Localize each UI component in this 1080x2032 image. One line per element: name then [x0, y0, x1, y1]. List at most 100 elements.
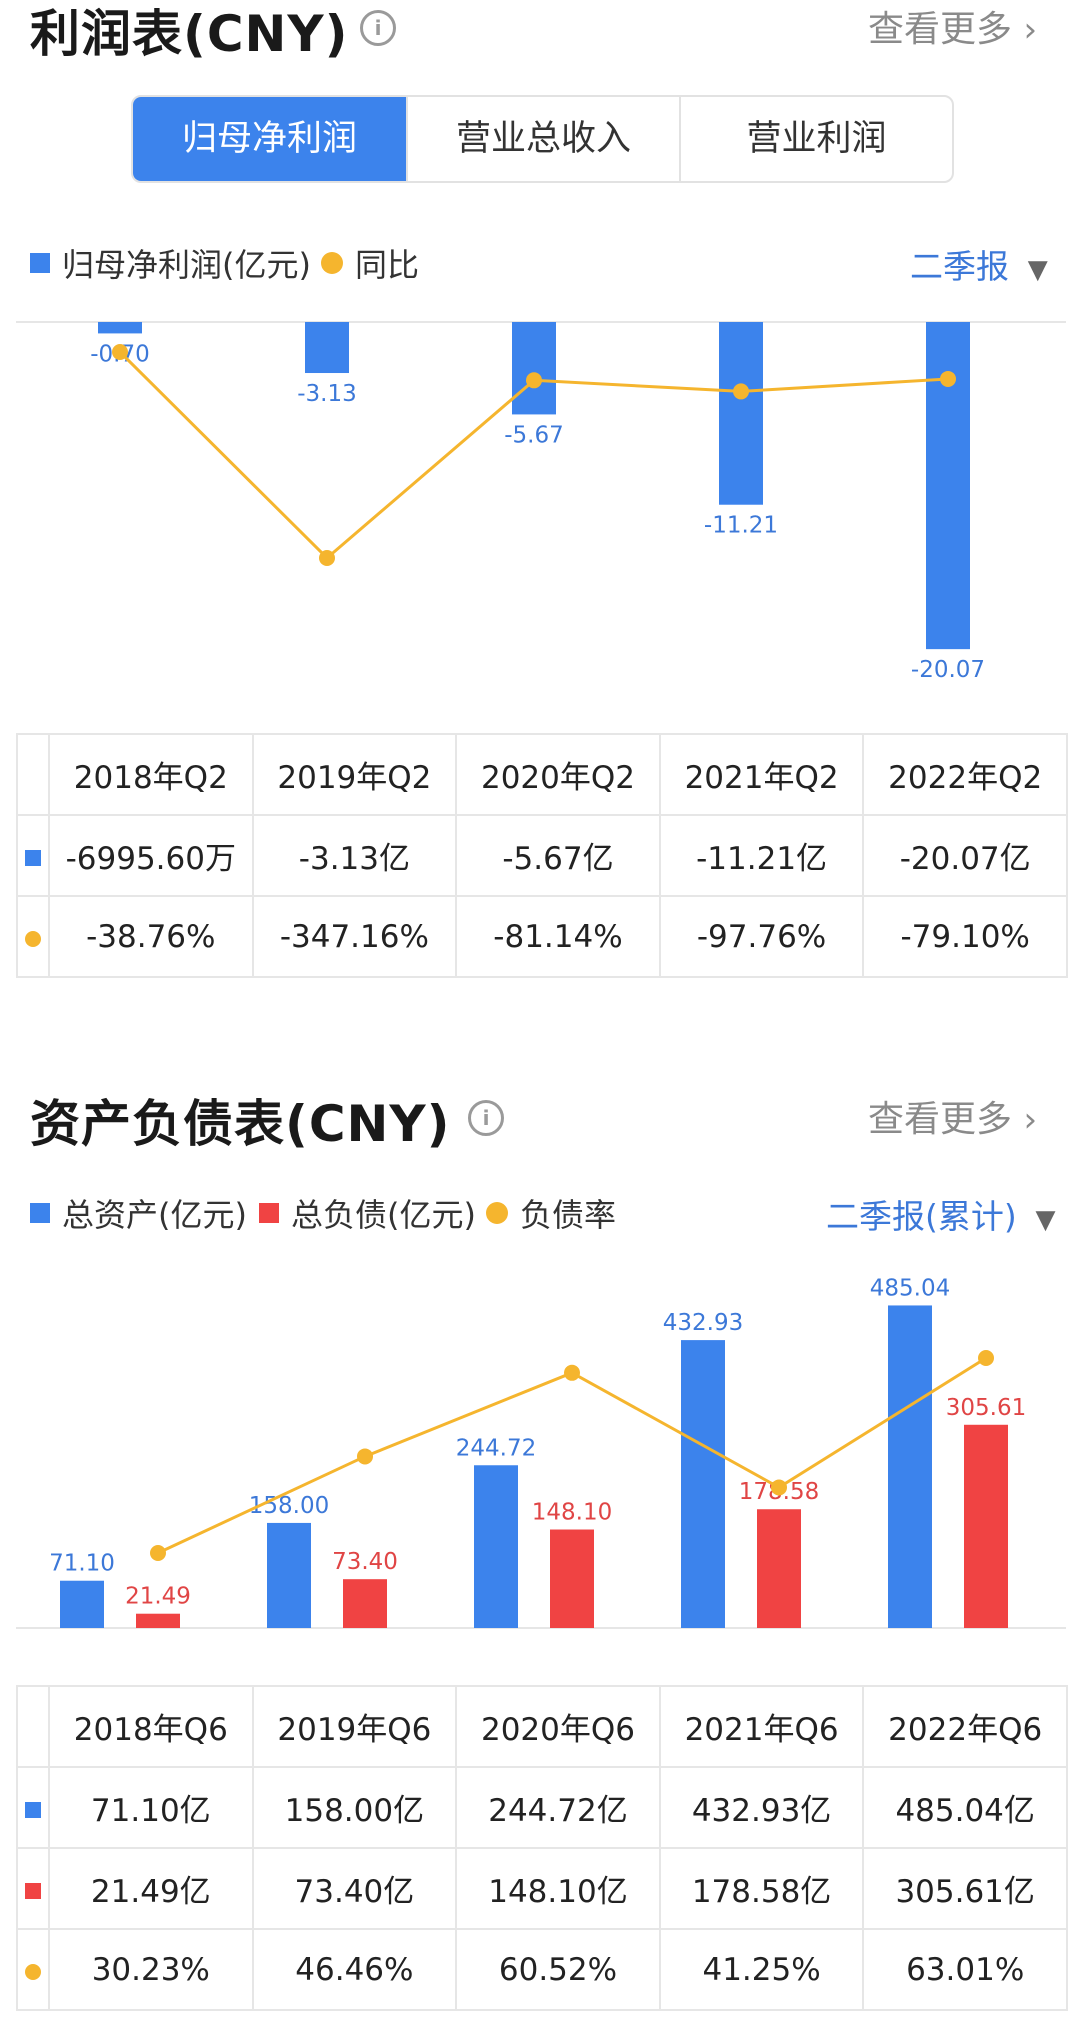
table-row: -38.76% -347.16% -81.14% -97.76% -79.10%: [16, 895, 1068, 978]
table-cell: -11.21亿: [658, 814, 865, 897]
legend-liabilities-swatch: [258, 1203, 279, 1223]
tab-net-profit[interactable]: 归母净利润: [133, 97, 406, 181]
bar-assets: [60, 1580, 104, 1628]
table-corner: [16, 733, 50, 816]
table-cell: 305.61亿: [862, 1847, 1068, 1930]
table-cell: -79.10%: [862, 895, 1068, 978]
table-header: 2020年Q2: [455, 733, 661, 816]
table-cell: 71.10亿: [48, 1766, 254, 1849]
income-period-select[interactable]: 二季报 ▼: [910, 240, 1048, 288]
more-label: 查看更多: [868, 1099, 1013, 1140]
table-row: 71.10亿 158.00亿 244.72亿 432.93亿 485.04亿: [16, 1766, 1068, 1849]
table-row: 21.49亿 73.40亿 148.10亿 178.58亿 305.61亿: [16, 1847, 1068, 1930]
info-icon[interactable]: i: [468, 1100, 504, 1136]
table-header: 2021年Q2: [658, 733, 865, 816]
line-point: [733, 383, 749, 400]
data-label: 73.40: [332, 1549, 398, 1575]
table-header-row: 2018年Q2 2019年Q2 2020年Q2 2021年Q2 2022年Q2: [16, 733, 1068, 816]
data-label: -11.21: [704, 513, 778, 539]
data-label: 244.72: [456, 1435, 536, 1461]
line-point: [319, 550, 335, 566]
data-label: 485.04: [870, 1275, 950, 1301]
legend-net-profit: 归母净利润(亿元): [62, 246, 311, 284]
legend-ratio: 负债率: [519, 1196, 616, 1234]
data-label: -20.07: [911, 657, 985, 683]
bar-liabilities: [550, 1529, 594, 1628]
table-cell: -81.14%: [455, 895, 661, 978]
data-label: -5.67: [504, 422, 564, 448]
data-label: 305.61: [946, 1395, 1026, 1421]
row-marker: [16, 1766, 50, 1849]
bar-liabilities: [343, 1579, 387, 1628]
income-more-link[interactable]: 查看更多 ›: [868, 0, 1037, 52]
row-marker: [16, 1847, 50, 1930]
table-header: 2022年Q2: [862, 733, 1068, 816]
legend-bar-swatch: [30, 253, 50, 273]
caret-down-icon: ▼: [1019, 255, 1048, 285]
table-cell: 148.10亿: [455, 1847, 661, 1930]
data-label: 432.93: [663, 1310, 743, 1336]
bar: [512, 322, 556, 415]
line-point: [940, 370, 956, 387]
balance-period-select[interactable]: 二季报(累计) ▼: [826, 1190, 1056, 1238]
bar: [98, 322, 142, 334]
balance-table: 2018年Q6 2019年Q6 2020年Q6 2021年Q6 2022年Q6 …: [16, 1685, 1068, 2011]
table-cell: 158.00亿: [251, 1766, 458, 1849]
legend-ratio-swatch: [485, 1202, 508, 1224]
balance-more-link[interactable]: 查看更多 ›: [868, 1090, 1037, 1142]
table-cell: 30.23%: [48, 1928, 254, 2011]
bar-assets: [267, 1522, 311, 1628]
bar: [305, 322, 349, 374]
row-marker: [16, 895, 50, 978]
data-label: 71.10: [49, 1551, 115, 1577]
income-legend: 归母净利润(亿元) 同比: [30, 240, 419, 286]
bar-assets: [888, 1305, 932, 1628]
table-row: -6995.60万 -3.13亿 -5.67亿 -11.21亿 -20.07亿: [16, 814, 1068, 897]
table-cell: -20.07亿: [862, 814, 1068, 897]
row-marker: [16, 814, 50, 897]
table-cell: 63.01%: [862, 1928, 1068, 2011]
table-header: 2020年Q6: [455, 1685, 661, 1768]
table-header: 2018年Q2: [48, 733, 254, 816]
table-cell: 73.40亿: [251, 1847, 458, 1930]
table-cell: -38.76%: [48, 895, 254, 978]
legend-liabilities: 总负债(亿元): [290, 1196, 476, 1234]
balance-legend: 总资产(亿元) 总负债(亿元) 负债率: [30, 1190, 616, 1236]
line-point: [771, 1479, 787, 1496]
balance-chart: 71.10158.00244.72432.93485.0421.4973.401…: [16, 1275, 1066, 1629]
tab-total-revenue[interactable]: 营业总收入: [406, 97, 679, 181]
legend-yoy: 同比: [354, 246, 419, 284]
table-cell: -97.76%: [658, 895, 865, 978]
caret-down-icon: ▼: [1027, 1205, 1056, 1235]
table-cell: -3.13亿: [251, 814, 458, 897]
table-header-row: 2018年Q6 2019年Q6 2020年Q6 2021年Q6 2022年Q6: [16, 1685, 1068, 1768]
bar-assets: [474, 1465, 518, 1628]
table-header: 2019年Q2: [251, 733, 458, 816]
table-cell: 485.04亿: [862, 1766, 1068, 1849]
income-title: 利润表(CNY): [30, 5, 349, 63]
bar-liabilities: [136, 1613, 180, 1628]
balance-title: 资产负债表(CNY): [30, 1095, 451, 1153]
legend-assets: 总资产(亿元): [62, 1196, 247, 1234]
period-label: 二季报(累计): [826, 1197, 1017, 1236]
table-cell: 21.49亿: [48, 1847, 254, 1930]
data-label: 21.49: [125, 1584, 191, 1610]
table-cell: 46.46%: [251, 1928, 458, 2011]
period-label: 二季报: [910, 247, 1009, 286]
tab-operating-profit[interactable]: 营业利润: [679, 97, 952, 181]
table-row: 30.23% 46.46% 60.52% 41.25% 63.01%: [16, 1928, 1068, 2011]
line-point: [564, 1364, 580, 1381]
legend-line-swatch: [320, 252, 343, 274]
bar-liabilities: [757, 1509, 801, 1628]
line-point: [150, 1545, 166, 1561]
info-icon[interactable]: i: [360, 10, 396, 46]
table-header: 2018年Q6: [48, 1685, 254, 1768]
bar-assets: [681, 1340, 725, 1628]
income-chart: -0.70-3.13-5.67-11.21-20.07: [16, 321, 1066, 683]
table-cell: 432.93亿: [658, 1766, 865, 1849]
table-cell: 41.25%: [658, 1928, 865, 2011]
line-point: [978, 1350, 994, 1366]
chevron-right-icon: ›: [1023, 1100, 1038, 1140]
line-point: [526, 372, 542, 389]
table-cell: -5.67亿: [455, 814, 661, 897]
